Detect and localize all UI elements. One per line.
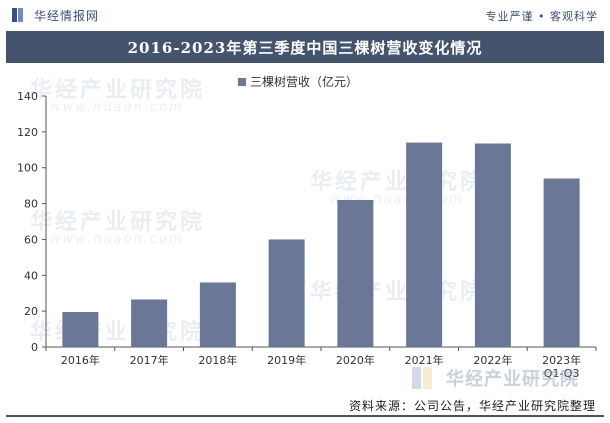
legend-label: 三棵树营收（亿元） bbox=[250, 74, 358, 89]
y-tick-label: 120 bbox=[17, 126, 38, 139]
bar bbox=[199, 282, 236, 347]
y-tick-label: 0 bbox=[31, 341, 38, 354]
footer: 资料来源：公司公告，华经产业研究院整理 bbox=[0, 394, 610, 423]
bar bbox=[543, 178, 580, 347]
slogan: 专业严谨 • 客观科学 bbox=[485, 10, 598, 23]
bar bbox=[268, 239, 305, 347]
brand-name: 华经情报网 bbox=[34, 8, 100, 23]
x-tick-label: 2017年 bbox=[130, 353, 169, 367]
bar-chart: 三棵树营收（亿元） 0 20 40 60 80 100 120 140 2016年 2017年 201… bbox=[17, 74, 597, 380]
x-tick-label: 2021年 bbox=[405, 353, 444, 367]
corner-logo-text: 华经产业研究院 bbox=[446, 369, 579, 390]
bar bbox=[62, 312, 99, 347]
y-tick-label: 100 bbox=[17, 162, 38, 175]
brand-logo-icon bbox=[12, 7, 28, 23]
x-tick-label: 2018年 bbox=[198, 353, 237, 367]
y-tick-label: 80 bbox=[24, 198, 38, 211]
bar bbox=[406, 142, 443, 347]
legend-swatch bbox=[238, 78, 246, 86]
x-tick-label: 2019年 bbox=[267, 353, 306, 367]
bar bbox=[474, 143, 511, 347]
bar bbox=[131, 299, 168, 347]
brand[interactable]: 华经情报网 bbox=[12, 6, 99, 24]
corner-logo: 华经产业研究院 bbox=[412, 365, 579, 391]
x-tick-label: 2020年 bbox=[336, 353, 375, 367]
title-bar: 2016-2023年第三季度中国三棵树营收变化情况 bbox=[6, 31, 604, 63]
y-tick-label: 60 bbox=[24, 233, 38, 246]
source-note: 资料来源：公司公告，华经产业研究院整理 bbox=[348, 399, 596, 413]
top-bar: 华经情报网 专业严谨 • 客观科学 bbox=[0, 0, 610, 30]
chart-area: 华经产业研究院 www.huaon.com 华经产业研究院 www.huaon.… bbox=[0, 64, 610, 394]
corner-logo-icon bbox=[412, 367, 438, 389]
chart-title: 2016-2023年第三季度中国三棵树营收变化情况 bbox=[127, 38, 483, 57]
x-tick-label: 2016年 bbox=[61, 353, 100, 367]
y-tick-label: 40 bbox=[24, 269, 38, 282]
x-tick-label: 2023年 Q1-Q3 bbox=[542, 353, 581, 380]
bar bbox=[337, 199, 374, 347]
footer-divider bbox=[6, 415, 604, 417]
y-tick-label: 140 bbox=[17, 90, 38, 103]
y-tick-label: 20 bbox=[24, 305, 38, 318]
x-tick-label: 2022年 bbox=[473, 353, 512, 367]
